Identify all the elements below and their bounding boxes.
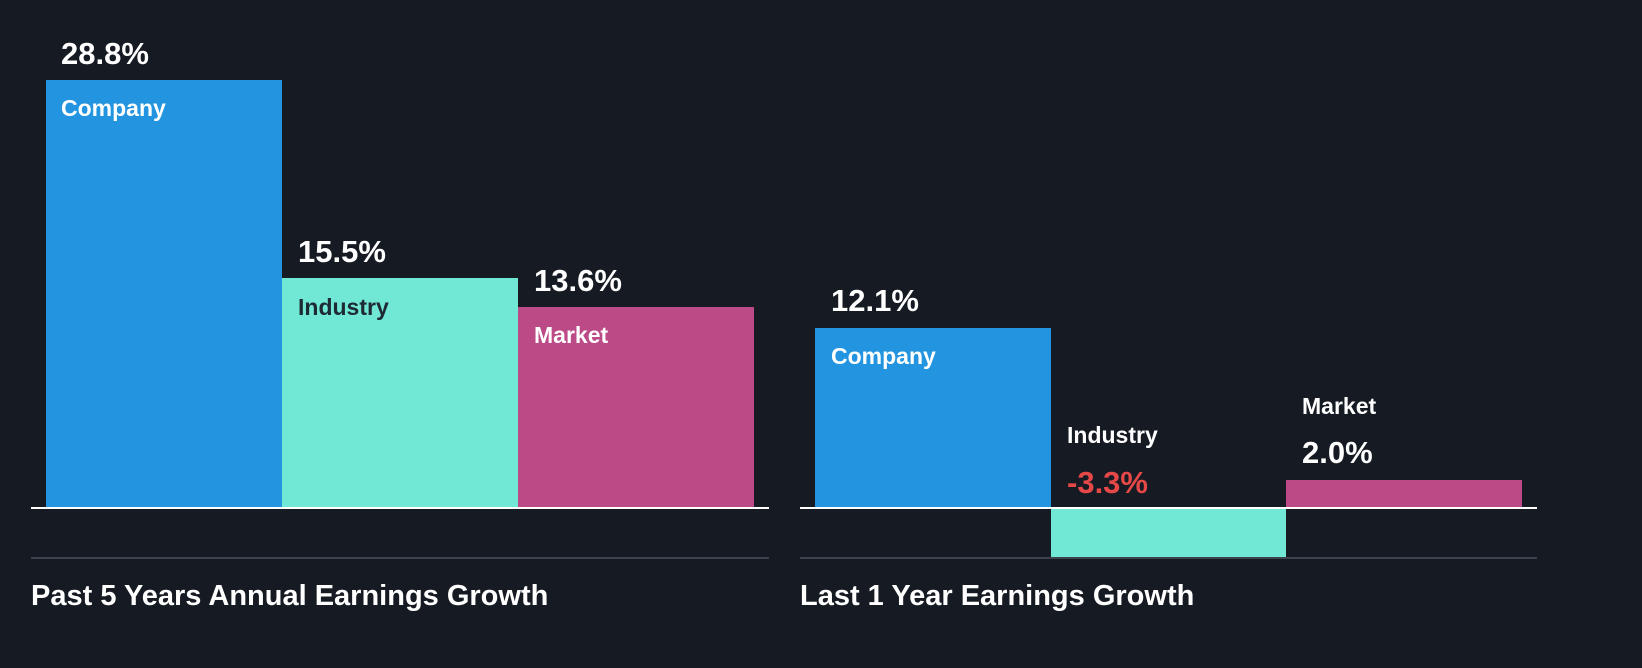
panel-title: Past 5 Years Annual Earnings Growth: [31, 580, 549, 612]
industry-value: -3.3%: [1067, 465, 1148, 500]
market-label: Market: [534, 322, 609, 348]
company-bar: [815, 328, 1051, 508]
company-label: Company: [831, 343, 936, 369]
zero-baseline: [31, 507, 769, 509]
company-bar: [46, 80, 282, 508]
past-5-years-chart: 28.8% Company 15.5% Industry 13.6% Marke…: [0, 0, 800, 668]
industry-label: Industry: [298, 294, 389, 320]
divider-line: [31, 557, 769, 559]
market-bar: [1286, 480, 1522, 508]
zero-baseline: [800, 507, 1537, 509]
company-value: 28.8%: [61, 36, 149, 71]
industry-bar: [282, 278, 518, 508]
industry-bar: [1051, 508, 1286, 558]
company-label: Company: [61, 95, 166, 121]
industry-label: Industry: [1067, 422, 1158, 448]
market-value: 2.0%: [1302, 435, 1373, 470]
divider-line: [800, 557, 1537, 559]
industry-value: 15.5%: [298, 234, 386, 269]
panel-title: Last 1 Year Earnings Growth: [800, 580, 1195, 612]
market-label: Market: [1302, 393, 1377, 419]
market-value: 13.6%: [534, 263, 622, 298]
market-bar: [518, 307, 754, 508]
company-value: 12.1%: [831, 283, 919, 318]
